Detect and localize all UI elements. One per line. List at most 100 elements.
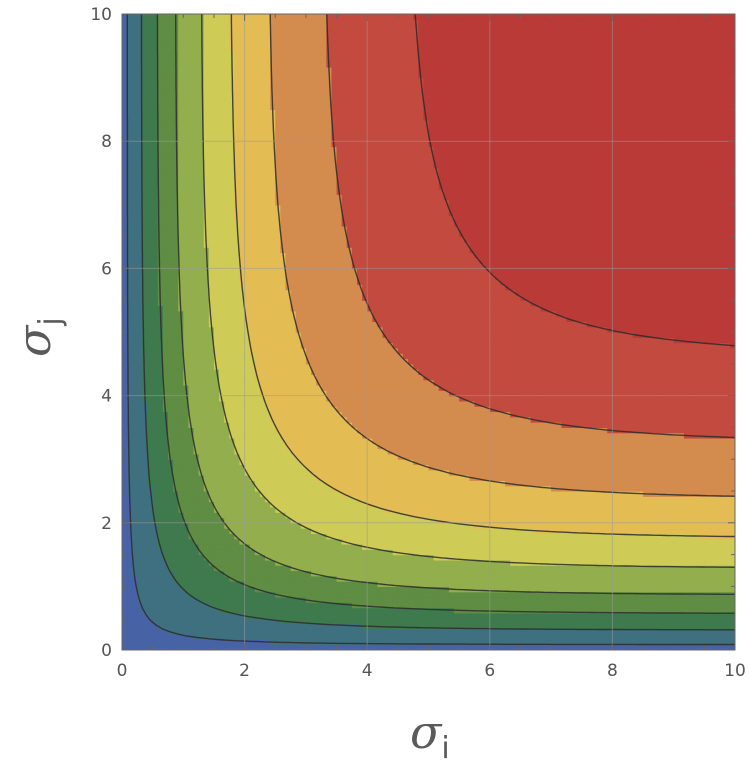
contour-cell xyxy=(249,342,256,349)
contour-cell xyxy=(147,199,154,206)
contour-cell xyxy=(285,491,292,497)
contour-cell xyxy=(254,634,261,640)
contour-cell xyxy=(142,337,149,344)
contour-cell xyxy=(142,204,149,211)
contour-cell xyxy=(167,178,174,185)
contour-cell xyxy=(239,45,246,52)
contour-cell xyxy=(249,612,256,619)
contour-cell xyxy=(270,226,276,232)
contour-cell xyxy=(300,480,307,487)
contour-cell xyxy=(193,618,200,625)
contour-cell xyxy=(249,72,256,79)
contour-cell xyxy=(137,432,144,439)
contour-cell xyxy=(142,506,149,513)
contour-cell xyxy=(249,501,256,508)
contour-cell xyxy=(219,379,225,386)
contour-cell xyxy=(208,379,215,386)
contour-cell xyxy=(239,19,246,26)
contour-cell xyxy=(198,220,205,227)
contour-cell xyxy=(142,565,149,572)
contour-cell xyxy=(244,591,251,598)
contour-cell xyxy=(229,554,235,561)
contour-cell xyxy=(137,469,144,476)
contour-cell xyxy=(137,411,144,418)
contour-cell xyxy=(265,644,271,650)
contour-cell xyxy=(162,104,169,110)
contour-cell xyxy=(326,109,333,116)
contour-cell xyxy=(142,533,149,540)
contour-cell xyxy=(193,231,200,238)
contour-cell xyxy=(280,554,287,561)
contour-cell xyxy=(229,215,235,222)
contour-cell xyxy=(311,618,317,625)
contour-cell xyxy=(244,114,251,121)
contour-cell xyxy=(280,120,287,126)
contour-cell xyxy=(239,528,246,534)
contour-cell xyxy=(198,141,205,148)
contour-cell xyxy=(249,263,256,269)
contour-cell xyxy=(280,432,287,439)
contour-cell xyxy=(234,337,241,344)
contour-cell xyxy=(132,390,138,397)
contour-cell xyxy=(234,475,241,481)
contour-cell xyxy=(311,623,317,630)
contour-cell xyxy=(321,167,327,174)
contour-cell xyxy=(173,469,179,476)
contour-cell xyxy=(183,491,190,497)
contour-cell xyxy=(219,151,225,158)
contour-cell xyxy=(326,98,333,105)
contour-cell xyxy=(331,491,338,497)
contour-cell xyxy=(224,141,230,148)
contour-cell xyxy=(178,512,184,519)
contour-cell xyxy=(178,496,184,503)
contour-cell xyxy=(244,639,251,646)
contour-cell xyxy=(219,194,225,201)
contour-cell xyxy=(244,300,251,307)
contour-cell xyxy=(244,342,251,349)
contour-cell xyxy=(157,374,164,381)
contour-cell xyxy=(208,45,215,52)
contour-cell xyxy=(219,236,225,243)
contour-cell xyxy=(239,263,246,269)
contour-cell xyxy=(157,459,164,466)
contour-cell xyxy=(285,363,292,370)
contour-cell xyxy=(270,618,276,625)
contour-cell xyxy=(239,602,246,609)
contour-cell xyxy=(122,485,128,492)
contour-cell xyxy=(198,475,205,481)
contour-cell xyxy=(300,93,307,100)
contour-cell xyxy=(173,644,179,650)
contour-cell xyxy=(147,72,154,79)
contour-cell xyxy=(178,104,184,110)
contour-cell xyxy=(321,114,327,121)
contour-cell xyxy=(305,533,312,540)
contour-cell xyxy=(295,469,302,476)
contour-cell xyxy=(203,385,210,391)
contour-cell xyxy=(249,231,256,238)
contour-cell xyxy=(162,374,169,381)
contour-cell xyxy=(305,294,312,301)
contour-cell xyxy=(203,305,210,312)
contour-cell xyxy=(152,146,159,153)
contour-cell xyxy=(193,125,200,132)
contour-cell xyxy=(213,93,220,100)
contour-cell xyxy=(316,88,322,95)
contour-cell xyxy=(183,342,190,349)
contour-cell xyxy=(229,125,235,132)
contour-cell xyxy=(167,591,174,598)
contour-cell xyxy=(183,612,190,619)
contour-cell xyxy=(295,98,302,105)
contour-cell xyxy=(188,88,195,95)
contour-cell xyxy=(188,549,195,556)
contour-cell xyxy=(183,19,190,26)
contour-cell xyxy=(142,199,149,206)
contour-cell xyxy=(167,82,174,89)
contour-cell xyxy=(178,427,184,434)
contour-cell xyxy=(142,194,149,201)
contour-cell xyxy=(295,35,302,42)
contour-cell xyxy=(249,215,256,222)
contour-cell xyxy=(162,294,169,301)
contour-cell xyxy=(162,284,169,291)
contour-cell xyxy=(183,501,190,508)
contour-cell xyxy=(285,432,292,439)
